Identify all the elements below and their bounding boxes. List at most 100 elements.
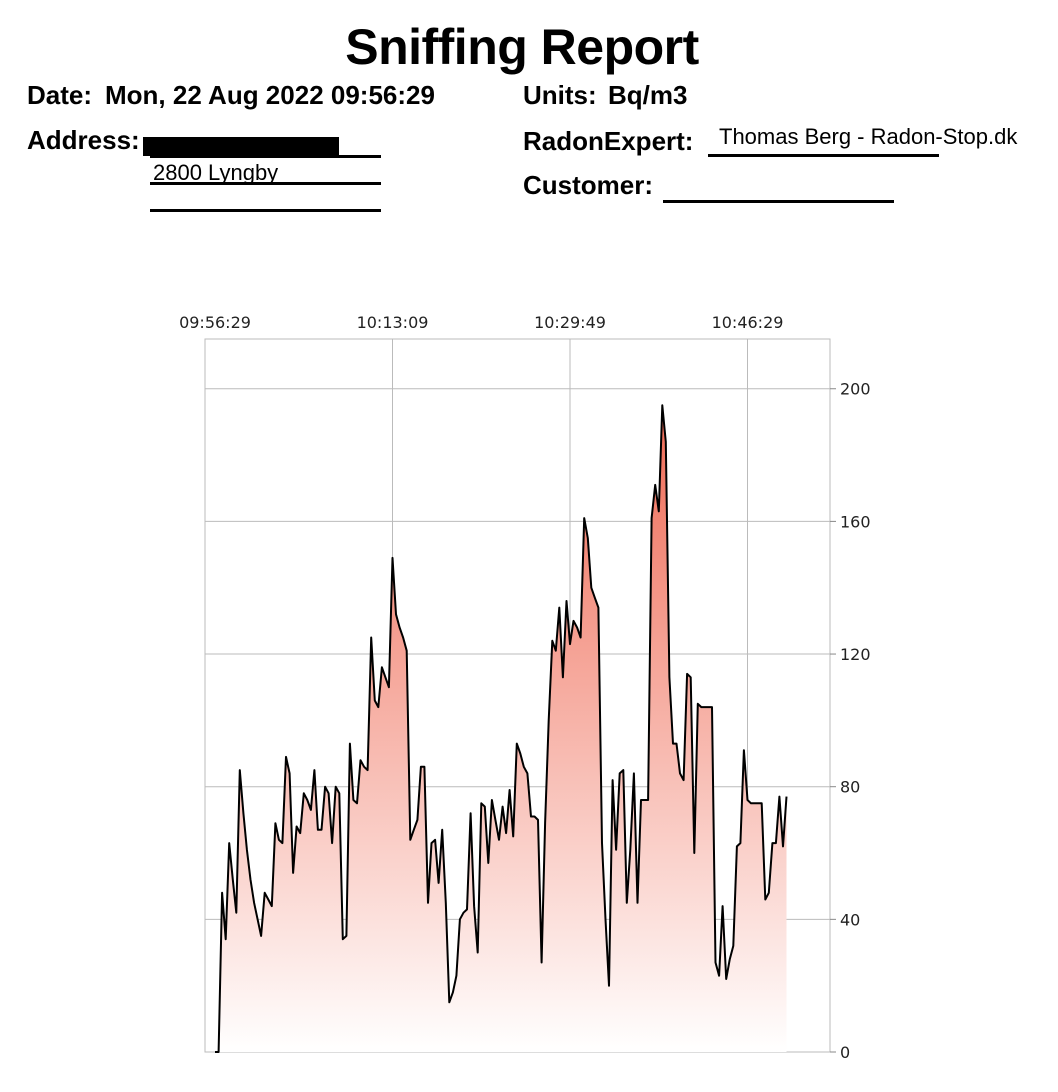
y-tick-label: 40 [840,910,860,929]
x-tick-label: 10:13:09 [357,313,429,332]
data-point [711,706,713,708]
data-point [739,842,741,844]
units-label: Units: [523,80,597,110]
data-point [697,703,699,705]
data-point [352,799,354,801]
data-point [228,842,230,844]
y-tick-label: 120 [840,645,871,664]
data-point [317,829,319,831]
data-point [686,673,688,675]
data-point [494,819,496,821]
data-point [502,806,504,808]
data-point [292,872,294,874]
data-point [778,796,780,798]
data-point [335,786,337,788]
data-point [651,517,653,519]
data-point [271,905,273,907]
data-point [253,902,255,904]
data-point [782,845,784,847]
data-point [679,772,681,774]
data-point [594,597,596,599]
data-point [399,627,401,629]
data-point [313,769,315,771]
data-point [218,1051,220,1053]
page-title: Sniffing Report [345,19,699,75]
data-point [505,832,507,834]
data-point [566,600,568,602]
data-point [409,839,411,841]
data-point [633,772,635,774]
data-point [757,802,759,804]
data-point [665,441,667,443]
data-point [764,899,766,901]
data-point [480,802,482,804]
data-point [732,945,734,947]
data-point [420,766,422,768]
data-point [466,908,468,910]
data-point [392,557,394,559]
data-point [306,799,308,801]
data-point [551,640,553,642]
data-point [786,796,788,798]
data-point [530,816,532,818]
data-point [345,935,347,937]
data-point [768,892,770,894]
data-point [445,902,447,904]
data-point [683,779,685,781]
data-point [225,938,227,940]
data-point [331,842,333,844]
x-tick-label: 09:56:29 [179,313,251,332]
data-point [640,799,642,801]
date-label: Date: [27,80,93,110]
data-point [448,1001,450,1003]
data-point [750,802,752,804]
data-point [274,822,276,824]
data-point [658,510,660,512]
data-point [775,842,777,844]
data-point [342,938,344,940]
data-point [296,826,298,828]
data-point [722,905,724,907]
data-point [771,842,773,844]
data-point [374,700,376,702]
data-point [754,802,756,804]
data-point [267,899,269,901]
data-point [605,918,607,920]
data-point [452,991,454,993]
data-point [548,719,550,721]
data-point [473,905,475,907]
y-tick-label: 200 [840,380,871,399]
data-point [629,849,631,851]
customer-label: Customer: [523,170,654,200]
data-point [260,935,262,937]
data-point [558,607,560,609]
customer-line [663,200,894,203]
x-tick-label: 10:46:29 [712,313,784,332]
address-line-2-value: 2800 Lyngby [153,160,279,185]
data-point [455,975,457,977]
data-point [676,743,678,745]
data-point [612,779,614,781]
data-point [597,607,599,609]
data-point [736,845,738,847]
data-point [289,772,291,774]
radon-expert-label: RadonExpert: [523,126,694,156]
data-point [377,706,379,708]
data-point [242,812,244,814]
data-point [626,902,628,904]
data-point [363,766,365,768]
data-point [370,637,372,639]
data-point [232,879,234,881]
data-point [743,749,745,751]
data-point [356,802,358,804]
radon-expert-value: Thomas Berg - Radon-Stop.dk [719,124,1018,149]
data-point [214,1051,216,1053]
data-point [491,799,493,801]
data-point [523,766,525,768]
data-point [562,676,564,678]
data-point [647,799,649,801]
y-tick-label: 160 [840,512,871,531]
data-point [516,743,518,745]
data-point [459,918,461,920]
